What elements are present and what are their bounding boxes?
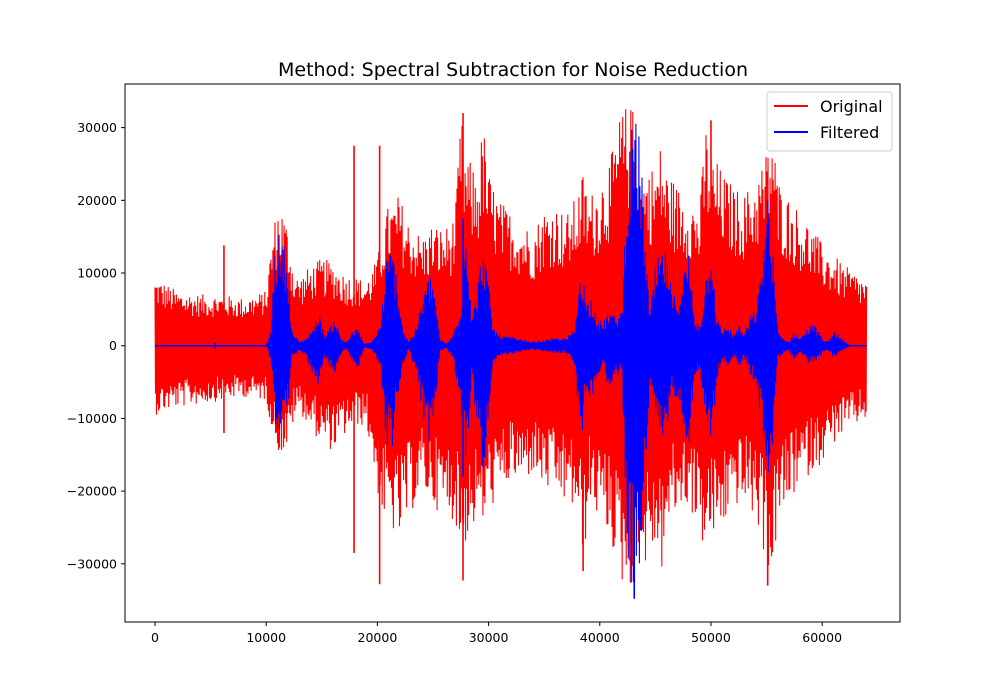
series-filtered [154,123,867,599]
legend-label-original: Original [820,97,883,116]
series-layer [154,109,868,599]
y-tick-label: −10000 [67,411,117,426]
x-tick-label: 0 [151,630,159,645]
x-tick-label: 60000 [802,630,842,645]
y-tick-label: 20000 [77,193,117,208]
chart-title: Method: Spectral Subtraction for Noise R… [278,59,748,81]
x-tick-label: 30000 [469,630,509,645]
plot-frame [124,83,901,623]
x-tick-label: 50000 [691,630,731,645]
y-tick-label: −30000 [67,556,117,571]
y-tick-label: 10000 [77,266,117,281]
x-axis: 0 10000 20000 30000 40000 50000 60000 [151,622,842,645]
x-tick-label: 10000 [246,630,286,645]
x-tick-label: 20000 [358,630,398,645]
legend: Original Filtered [766,91,893,152]
legend-label-filtered: Filtered [820,123,879,142]
x-tick-label: 40000 [580,630,620,645]
y-axis: −30000 −20000 −10000 0 10000 20000 30000 [67,120,125,571]
y-tick-label: 0 [109,338,117,353]
y-tick-label: 30000 [77,120,117,135]
series-line-filtered [154,123,867,583]
y-tick-label: −20000 [67,484,117,499]
plot-area [124,83,901,623]
